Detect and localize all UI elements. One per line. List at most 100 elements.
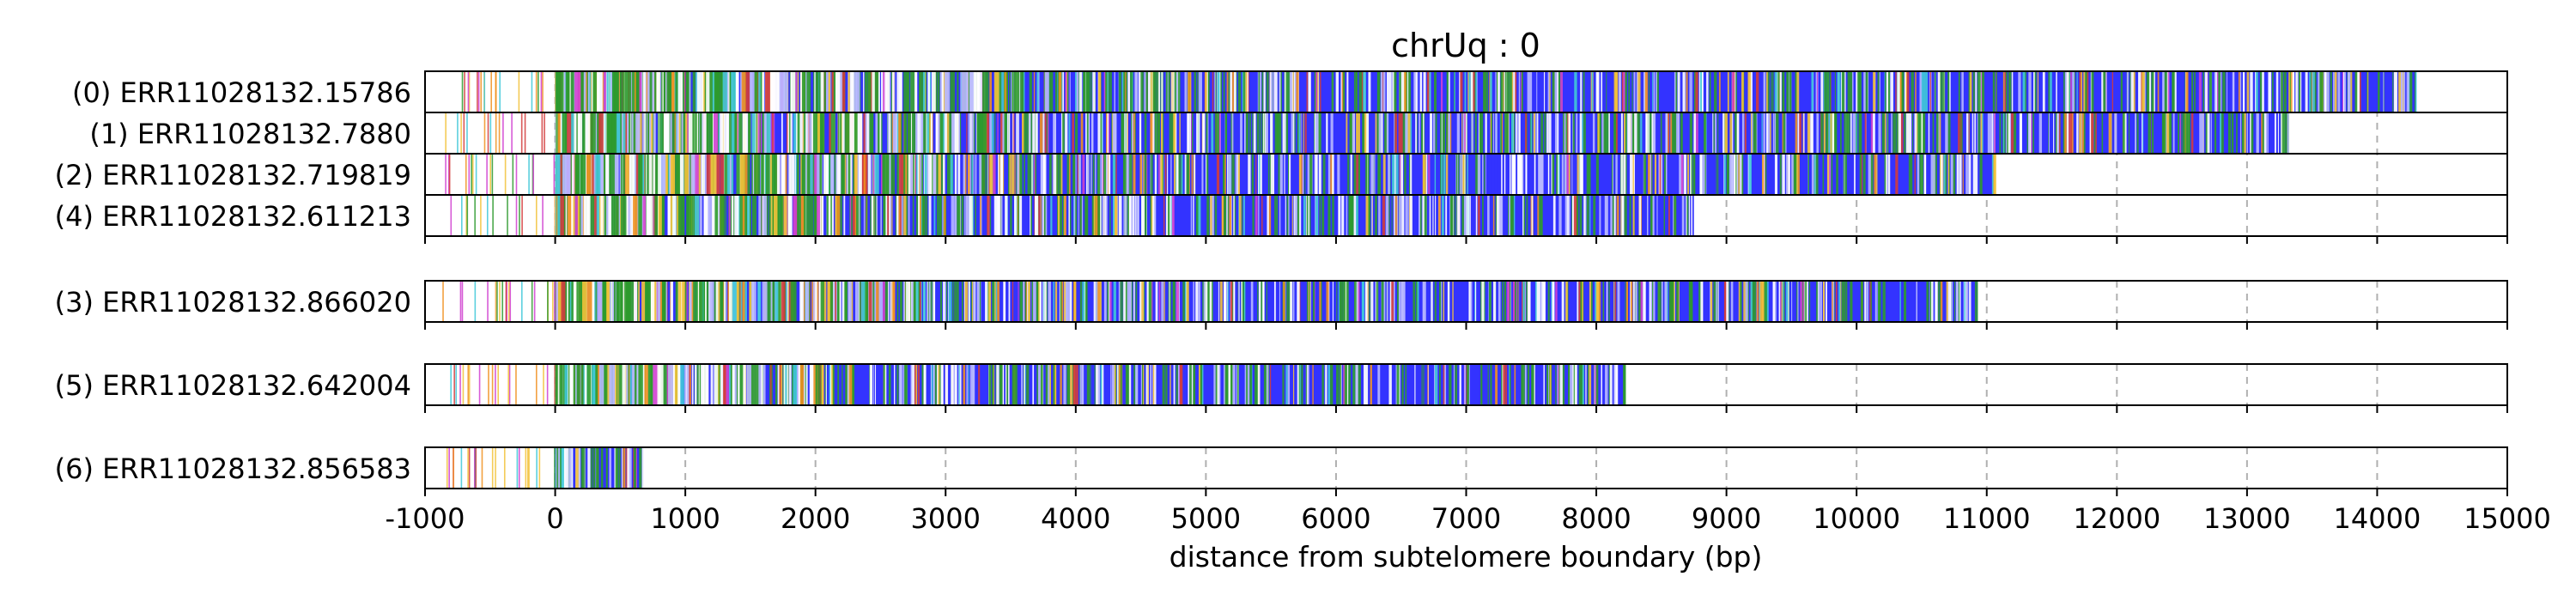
read-stripe: [1905, 71, 1908, 112]
read-stripe: [848, 154, 851, 195]
read-stripe: [1511, 195, 1514, 236]
read-stripe: [1134, 71, 1137, 112]
read-stripe: [2402, 71, 2406, 112]
read-stripe: [1530, 112, 1532, 154]
read-stripe: [1224, 154, 1226, 195]
read-stripe: [1509, 281, 1511, 322]
read-stripe: [1211, 195, 1214, 236]
read-stripe: [734, 195, 738, 236]
read-stripe: [1198, 281, 1201, 322]
read-stripe: [996, 281, 1000, 322]
read-stripe: [709, 112, 713, 154]
read-stripe: [1318, 112, 1321, 154]
read-stripe: [1807, 112, 1811, 154]
read-stripe: [1596, 71, 1600, 112]
read-stripe: [1693, 71, 1697, 112]
read-stripe: [1509, 71, 1512, 112]
read-stripe: [591, 71, 593, 112]
read-stripe: [969, 112, 972, 154]
read-stripe: [1122, 71, 1126, 112]
read-stripe: [2239, 112, 2242, 154]
read-stripe: [1058, 154, 1061, 195]
read-stripe: [1621, 195, 1623, 236]
soft-clip-line: [467, 71, 470, 112]
read-stripe: [1549, 71, 1551, 112]
read-stripe: [716, 154, 720, 195]
read-stripe: [975, 71, 979, 112]
read-stripe: [614, 71, 619, 112]
read-stripe: [1652, 71, 1654, 112]
read-stripe: [1236, 154, 1240, 195]
read-stripe: [1908, 154, 1910, 195]
read-stripe: [1693, 112, 1697, 154]
read-stripe: [1945, 112, 1948, 154]
read-stripe: [995, 281, 998, 322]
read-stripe: [836, 195, 841, 236]
read-stripe: [810, 154, 813, 195]
read-stripe: [1466, 195, 1470, 236]
read-stripe: [1000, 195, 1003, 236]
read-stripe: [1091, 195, 1095, 236]
read-stripe: [653, 154, 656, 195]
read-stripe: [1946, 281, 1948, 322]
read-stripe: [1340, 281, 1344, 322]
read-stripe: [760, 195, 762, 236]
read-stripe: [793, 195, 795, 236]
read-stripe: [1113, 281, 1116, 322]
read-stripe: [2202, 71, 2205, 112]
soft-clip-line: [542, 195, 544, 236]
read-stripe: [1107, 112, 1109, 154]
soft-clip-line: [496, 281, 498, 322]
read-stripe: [1261, 195, 1263, 236]
read-stripe: [732, 281, 737, 322]
read-stripe: [1568, 195, 1571, 236]
highlight-stripe: [1488, 154, 1492, 195]
read-stripe: [576, 195, 580, 236]
read-stripe: [1184, 281, 1188, 322]
read-stripe: [838, 112, 840, 154]
read-stripe: [1552, 195, 1556, 236]
read-stripe: [1079, 281, 1083, 322]
read-stripe: [783, 154, 786, 195]
read-stripe: [966, 112, 968, 154]
read-stripe: [875, 195, 877, 236]
read-stripe: [821, 112, 825, 154]
read-stripe: [2069, 112, 2073, 154]
read-stripe: [901, 195, 903, 236]
read-stripe: [1741, 112, 1745, 154]
read-stripe: [891, 195, 893, 236]
read-stripe: [1315, 154, 1318, 195]
read-stripe: [1506, 71, 1510, 112]
read-stripe: [2148, 112, 2151, 154]
read-stripe: [684, 112, 688, 154]
read-stripe: [1125, 281, 1127, 322]
read-stripe: [1877, 71, 1880, 112]
read-stripe: [2312, 71, 2315, 112]
read-stripe: [858, 281, 861, 322]
read-stripe: [1339, 281, 1341, 322]
read-stripe: [1046, 112, 1048, 154]
read-stripe: [748, 112, 750, 154]
read-stripe: [1356, 112, 1358, 154]
read-stripe: [898, 195, 901, 236]
read-stripe: [1193, 281, 1194, 322]
read-stripe: [1500, 71, 1504, 112]
read-stripe: [1798, 112, 1801, 154]
read-stripe: [629, 112, 631, 154]
read-stripe: [605, 112, 607, 154]
read-stripe: [749, 281, 752, 322]
read-stripe: [2232, 71, 2235, 112]
read-stripe: [602, 71, 604, 112]
read-stripe: [1263, 112, 1267, 154]
read-stripe: [1093, 195, 1095, 236]
soft-clip-line: [475, 154, 477, 195]
read-stripe: [1405, 195, 1408, 236]
read-stripe: [1873, 71, 1876, 112]
read-stripe: [1409, 195, 1413, 236]
read-stripe: [987, 154, 988, 195]
read-stripe: [752, 195, 757, 236]
read-stripe: [919, 281, 922, 322]
read-stripe: [692, 71, 696, 112]
read-stripe: [1820, 112, 1824, 154]
read-stripe: [2342, 71, 2344, 112]
